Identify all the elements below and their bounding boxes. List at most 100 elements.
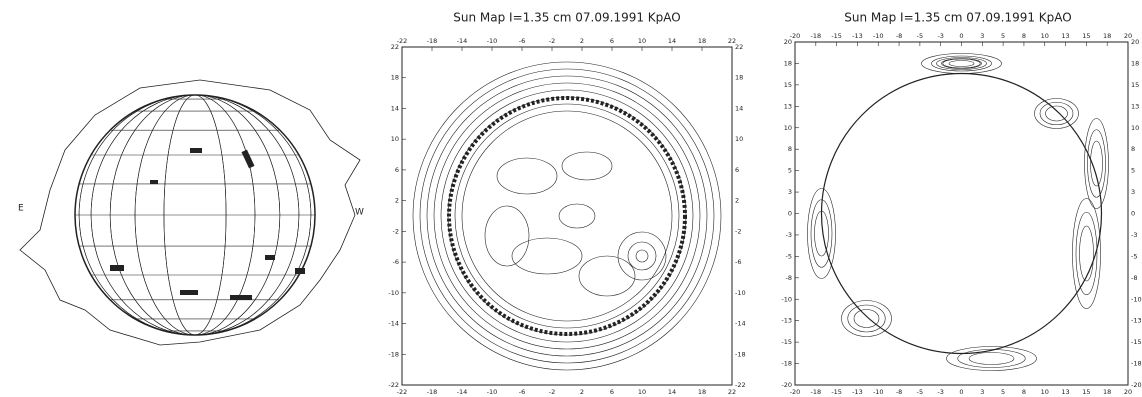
y-tick-label: 15	[784, 81, 792, 89]
contour-ring	[419, 68, 715, 364]
x-tick-label: -3	[937, 388, 943, 396]
contour	[957, 349, 1026, 368]
y-tick-label: 18	[1131, 59, 1139, 67]
contours	[412, 61, 722, 371]
x-tick-label: -22	[397, 388, 408, 396]
contour	[941, 58, 982, 69]
contour	[1090, 140, 1103, 187]
y-tick-label: -5	[786, 252, 792, 260]
contour	[1079, 225, 1094, 282]
y-tick-label: -3	[1131, 231, 1137, 239]
x-tick-label: -20	[790, 388, 801, 396]
y-tick-label: 8	[788, 145, 792, 153]
contour-ring	[412, 61, 722, 371]
y-tick-label: -20	[1131, 381, 1142, 389]
limb	[447, 96, 687, 336]
x-tick-label: 3	[980, 32, 984, 40]
y-tick-label: -20	[781, 381, 792, 389]
y-tick-label: 14	[735, 104, 743, 112]
contour	[496, 157, 558, 195]
contour	[511, 237, 583, 275]
contour-ring	[426, 75, 708, 357]
x-tick-label: 14	[668, 37, 676, 45]
x-tick-label: 13	[1061, 388, 1069, 396]
x-tick-label: 20	[1124, 388, 1132, 396]
y-tick-label: -10	[388, 289, 399, 297]
y-tick-label: 10	[784, 124, 792, 132]
y-tick-label: -22	[735, 381, 746, 389]
sun-map-2: Sun Map I=1.35 cm 07.09.1991 KpAO -20-20…	[781, 11, 1141, 397]
x-tick-label: 8	[1022, 32, 1026, 40]
y-tick-label: 18	[784, 59, 792, 67]
x-tick-label: 15	[1082, 32, 1090, 40]
contour	[1034, 98, 1079, 129]
y-tick-label: 3	[788, 188, 792, 196]
y-tick-label: 10	[1131, 124, 1139, 132]
x-tick-label: 18	[1103, 32, 1111, 40]
contour	[948, 60, 975, 67]
y-tick-label: -6	[735, 258, 741, 266]
contour	[853, 309, 880, 328]
x-tick-label: -14	[457, 37, 468, 45]
contour	[841, 300, 892, 337]
x-tick-label: -6	[519, 388, 525, 396]
active-regions	[110, 148, 305, 300]
contour	[484, 205, 530, 267]
contour-ring	[433, 82, 701, 350]
contour	[814, 210, 829, 257]
x-tick-label: 10	[638, 37, 646, 45]
contour	[936, 57, 987, 70]
x-tick-label: 6	[610, 37, 614, 45]
y-tick-label: -2	[393, 227, 399, 235]
y-tick-label: -14	[388, 320, 399, 328]
y-tick-label: -3	[786, 231, 792, 239]
y-tick-label: 13	[1131, 102, 1139, 110]
x-tick-label: -15	[831, 32, 842, 40]
y-tick-label: 2	[735, 197, 739, 205]
panel-title: Sun Map I=1.35 cm 07.09.1991 KpAO	[453, 11, 680, 25]
x-tick-label: 20	[1124, 32, 1132, 40]
contour	[635, 249, 649, 263]
x-tick-label: -10	[873, 388, 884, 396]
y-tick-label: 15	[1131, 81, 1139, 89]
x-tick-label: 10	[1041, 388, 1049, 396]
y-tick-label: 18	[391, 74, 399, 82]
y-tick-label: -2	[735, 227, 741, 235]
y-tick-label: -6	[393, 258, 399, 266]
x-tick-label: -8	[896, 32, 902, 40]
contour	[921, 53, 1002, 74]
x-tick-label: 10	[638, 388, 646, 396]
x-tick-label: -13	[852, 32, 863, 40]
sun-map-1: Sun Map I=1.35 cm 07.09.1991 KpAO -22-22…	[388, 11, 745, 397]
contour	[807, 188, 836, 279]
coordinate-grid	[75, 94, 315, 336]
x-tick-label: -13	[852, 388, 863, 396]
y-tick-label: 6	[735, 166, 739, 174]
y-tick-label: -13	[781, 317, 792, 325]
globe-panel: E W	[18, 79, 364, 346]
x-tick-label: -2	[549, 388, 555, 396]
x-tick-label: -3	[937, 32, 943, 40]
y-tick-label: -18	[781, 360, 792, 368]
y-tick-label: 20	[1131, 38, 1139, 46]
east-label: E	[18, 204, 24, 214]
contour-ring	[461, 110, 673, 322]
x-tick-label: -5	[917, 388, 923, 396]
x-tick-label: -6	[519, 37, 525, 45]
y-tick-label: 8	[1131, 145, 1135, 153]
contour	[946, 346, 1037, 371]
contour	[627, 241, 657, 271]
contour	[558, 203, 596, 229]
contour	[1084, 118, 1109, 209]
x-tick-label: 18	[698, 388, 706, 396]
x-tick-label: -10	[873, 32, 884, 40]
y-tick-label: -5	[1131, 252, 1137, 260]
x-tick-label: 0	[959, 32, 963, 40]
y-tick-label: 5	[788, 167, 792, 175]
contour	[617, 231, 667, 281]
x-tick-label: -14	[457, 388, 468, 396]
x-tick-label: 15	[1082, 388, 1090, 396]
x-tick-label: -18	[427, 37, 438, 45]
x-tick-label: 5	[1001, 32, 1005, 40]
y-tick-label: -15	[1131, 338, 1142, 346]
